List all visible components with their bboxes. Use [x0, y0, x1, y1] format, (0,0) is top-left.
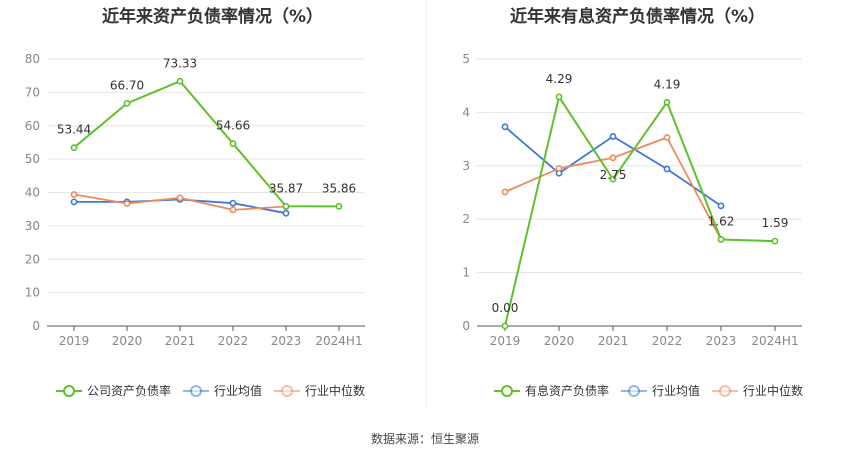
legend-item-2: 行业中位数	[274, 383, 365, 398]
legend-marker	[190, 385, 202, 397]
y-tick-label: 1	[462, 266, 470, 280]
data-point	[555, 93, 563, 101]
data-point	[609, 133, 617, 140]
y-tick-label: 3	[462, 159, 470, 173]
y-tick-label: 80	[25, 52, 40, 66]
x-tick-label: 2019	[59, 334, 90, 348]
x-tick-label: 2023	[271, 334, 302, 348]
data-point	[663, 165, 671, 173]
data-label: 4.29	[546, 72, 573, 86]
data-label: 66.70	[110, 78, 144, 92]
data-point	[176, 194, 184, 202]
data-point	[282, 202, 290, 210]
data-point	[229, 199, 237, 207]
data-point	[70, 198, 78, 206]
x-tick-label: 2020	[112, 334, 143, 348]
legend-item-1: 行业均值	[621, 383, 700, 398]
legend-item-0: 有息资产负债率	[494, 383, 609, 398]
data-point	[229, 206, 237, 214]
data-label: 1.59	[762, 216, 789, 230]
y-tick-label: 4	[462, 105, 470, 119]
y-tick-label: 0	[32, 319, 40, 333]
y-tick-label: 5	[462, 52, 470, 66]
data-point	[282, 209, 290, 217]
data-point	[555, 165, 563, 172]
legend-item-1: 行业均值	[183, 383, 262, 398]
x-tick-label: 2022	[218, 334, 249, 348]
x-tick-label: 2019	[490, 334, 521, 348]
data-point	[70, 191, 78, 198]
x-tick-label: 2024H1	[751, 334, 798, 348]
data-label: 73.33	[163, 56, 197, 70]
data-point	[123, 99, 131, 107]
legend-label: 行业中位数	[305, 383, 365, 398]
chart-title-debt-ratio: 近年来资产负债率情况（%）	[101, 7, 324, 27]
data-point	[70, 144, 78, 152]
data-label: 1.62	[708, 214, 735, 228]
data-point	[176, 77, 184, 85]
legend-item-0: 公司资产负债率	[56, 383, 171, 398]
data-label: 35.86	[322, 181, 356, 195]
legend-marker	[63, 385, 75, 397]
y-tick-label: 0	[462, 319, 470, 333]
legend-item-2: 行业中位数	[712, 383, 803, 398]
data-point	[717, 236, 725, 243]
data-point	[717, 202, 725, 210]
interest-debt-ratio-chart: 0 1 2 3 4 5 2019 2020 2021 2022 2023 2024H1 0.00 4.29…	[462, 52, 803, 398]
y-tick-label: 50	[25, 152, 40, 166]
data-point	[229, 140, 237, 147]
series-line-0	[504, 94, 776, 327]
data-point	[123, 200, 131, 207]
legend-label: 公司资产负债率	[87, 383, 171, 398]
data-point	[501, 188, 509, 196]
legend-marker	[281, 385, 293, 397]
x-tick-label: 2024H1	[315, 334, 362, 348]
data-source-note: 数据来源：恒生聚源	[370, 432, 479, 446]
debt-ratio-chart: 0 10 20 30 40 50 60 70 80 2019 2020 2021 2022 2023 202…	[25, 52, 365, 398]
y-tick-label: 30	[25, 219, 40, 233]
data-label: 53.44	[57, 123, 91, 137]
data-point	[609, 175, 617, 183]
data-label: 54.66	[216, 119, 250, 133]
data-label: 0.00	[492, 301, 519, 315]
legend-label: 行业均值	[214, 383, 262, 398]
series-line-0	[73, 80, 340, 208]
panel-divider	[426, 0, 427, 408]
x-tick-label: 2023	[706, 334, 737, 348]
data-point	[501, 123, 509, 131]
legend-marker	[628, 385, 640, 397]
data-label: 2.75	[600, 168, 627, 182]
y-tick-label: 70	[25, 85, 40, 99]
chart-title-interest-debt-ratio: 近年来有息资产负债率情况（%）	[509, 7, 766, 27]
x-tick-label: 2021	[598, 334, 629, 348]
y-tick-label: 40	[25, 186, 40, 200]
data-label: 35.87	[269, 181, 303, 195]
y-tick-label: 2	[462, 212, 470, 226]
data-point	[501, 322, 509, 330]
data-label: 4.19	[654, 77, 681, 91]
legend-marker	[719, 385, 731, 397]
x-tick-label: 2021	[165, 334, 196, 348]
y-tick-label: 20	[25, 252, 40, 266]
data-point	[663, 98, 671, 106]
y-tick-label: 60	[25, 119, 40, 133]
data-point	[335, 202, 343, 210]
data-point	[771, 237, 779, 245]
y-tick-label: 10	[25, 286, 40, 300]
x-tick-label: 2022	[652, 334, 683, 348]
data-point	[663, 134, 671, 141]
legend-label: 行业均值	[652, 383, 700, 398]
data-point	[609, 154, 617, 162]
legend-label: 行业中位数	[743, 383, 803, 398]
legend-label: 有息资产负债率	[525, 383, 609, 398]
x-tick-label: 2020	[544, 334, 575, 348]
legend-marker	[501, 385, 513, 397]
